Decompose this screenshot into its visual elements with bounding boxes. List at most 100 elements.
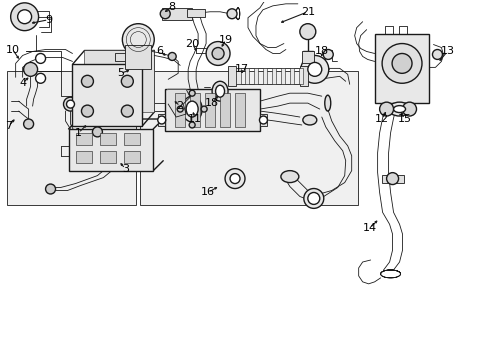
Bar — [374, 33, 428, 103]
Circle shape — [81, 75, 93, 87]
Bar — [100, 133, 116, 145]
Text: 18: 18 — [314, 46, 328, 57]
Circle shape — [18, 10, 32, 24]
Bar — [280, 68, 285, 84]
Text: 13: 13 — [440, 46, 453, 57]
Text: 4: 4 — [19, 78, 26, 88]
Ellipse shape — [212, 81, 227, 101]
Circle shape — [168, 53, 176, 60]
Bar — [190, 93, 200, 127]
Circle shape — [381, 44, 421, 83]
Circle shape — [121, 105, 133, 117]
Circle shape — [205, 41, 229, 66]
Circle shape — [323, 50, 332, 59]
Circle shape — [402, 102, 416, 116]
Circle shape — [201, 106, 207, 112]
Bar — [204, 93, 215, 127]
Text: 2: 2 — [176, 101, 183, 111]
Circle shape — [36, 54, 45, 63]
Text: 19: 19 — [219, 35, 233, 45]
Circle shape — [379, 102, 393, 116]
Ellipse shape — [393, 105, 405, 113]
Circle shape — [299, 24, 315, 40]
Bar — [7, 71, 136, 206]
Bar — [158, 114, 165, 126]
Circle shape — [307, 62, 321, 76]
Polygon shape — [168, 89, 190, 117]
Text: 3: 3 — [122, 164, 128, 174]
Circle shape — [307, 193, 319, 204]
Ellipse shape — [186, 101, 198, 117]
Bar — [299, 66, 307, 86]
Circle shape — [177, 106, 183, 112]
Bar — [220, 93, 229, 127]
Circle shape — [229, 174, 240, 184]
Bar — [124, 133, 140, 145]
Bar — [187, 9, 204, 17]
Bar — [72, 64, 142, 126]
Bar — [253, 68, 258, 84]
Text: 18: 18 — [204, 98, 219, 108]
Circle shape — [63, 97, 77, 111]
Ellipse shape — [215, 85, 224, 97]
Circle shape — [92, 127, 102, 137]
Circle shape — [386, 173, 398, 185]
Circle shape — [158, 116, 165, 124]
Circle shape — [121, 75, 133, 87]
Text: 14: 14 — [362, 223, 376, 233]
Text: 6: 6 — [157, 46, 163, 57]
Bar — [125, 45, 151, 69]
Bar — [381, 175, 403, 183]
Bar — [227, 66, 236, 86]
Circle shape — [11, 3, 39, 31]
Text: 10: 10 — [6, 45, 20, 54]
Circle shape — [431, 50, 442, 59]
Bar — [76, 133, 92, 145]
Text: 9: 9 — [45, 15, 52, 25]
Ellipse shape — [388, 102, 410, 116]
Bar — [100, 151, 116, 163]
Text: 8: 8 — [168, 2, 175, 12]
Bar — [236, 68, 240, 84]
Bar — [68, 129, 153, 171]
Circle shape — [189, 122, 195, 128]
Circle shape — [81, 105, 93, 117]
Bar — [162, 8, 192, 20]
Bar — [140, 71, 357, 206]
Circle shape — [212, 48, 224, 59]
Circle shape — [303, 189, 323, 208]
Circle shape — [23, 119, 34, 129]
Bar — [289, 68, 294, 84]
Circle shape — [36, 73, 45, 83]
Circle shape — [160, 9, 170, 19]
Ellipse shape — [324, 95, 330, 111]
Ellipse shape — [280, 171, 298, 183]
Text: 17: 17 — [234, 64, 248, 75]
Text: 5: 5 — [117, 68, 123, 78]
Text: 7: 7 — [5, 121, 12, 131]
Bar — [244, 68, 249, 84]
Circle shape — [226, 9, 237, 19]
Text: 12: 12 — [374, 114, 388, 124]
Circle shape — [66, 100, 74, 108]
Circle shape — [300, 55, 328, 83]
Circle shape — [45, 184, 56, 194]
Ellipse shape — [182, 96, 202, 122]
Circle shape — [189, 90, 195, 96]
Text: 15: 15 — [397, 114, 411, 124]
Text: 16: 16 — [201, 188, 215, 198]
Ellipse shape — [302, 115, 316, 125]
Bar — [298, 68, 303, 84]
Bar — [235, 93, 244, 127]
Bar — [165, 89, 260, 131]
Bar — [175, 93, 185, 127]
Bar — [124, 151, 140, 163]
Text: 11: 11 — [188, 114, 202, 124]
Circle shape — [122, 24, 154, 55]
Circle shape — [391, 54, 411, 73]
Text: 20: 20 — [185, 39, 199, 49]
Bar — [263, 68, 267, 84]
Bar — [84, 50, 154, 112]
Text: 1: 1 — [75, 128, 82, 138]
Circle shape — [224, 168, 244, 189]
